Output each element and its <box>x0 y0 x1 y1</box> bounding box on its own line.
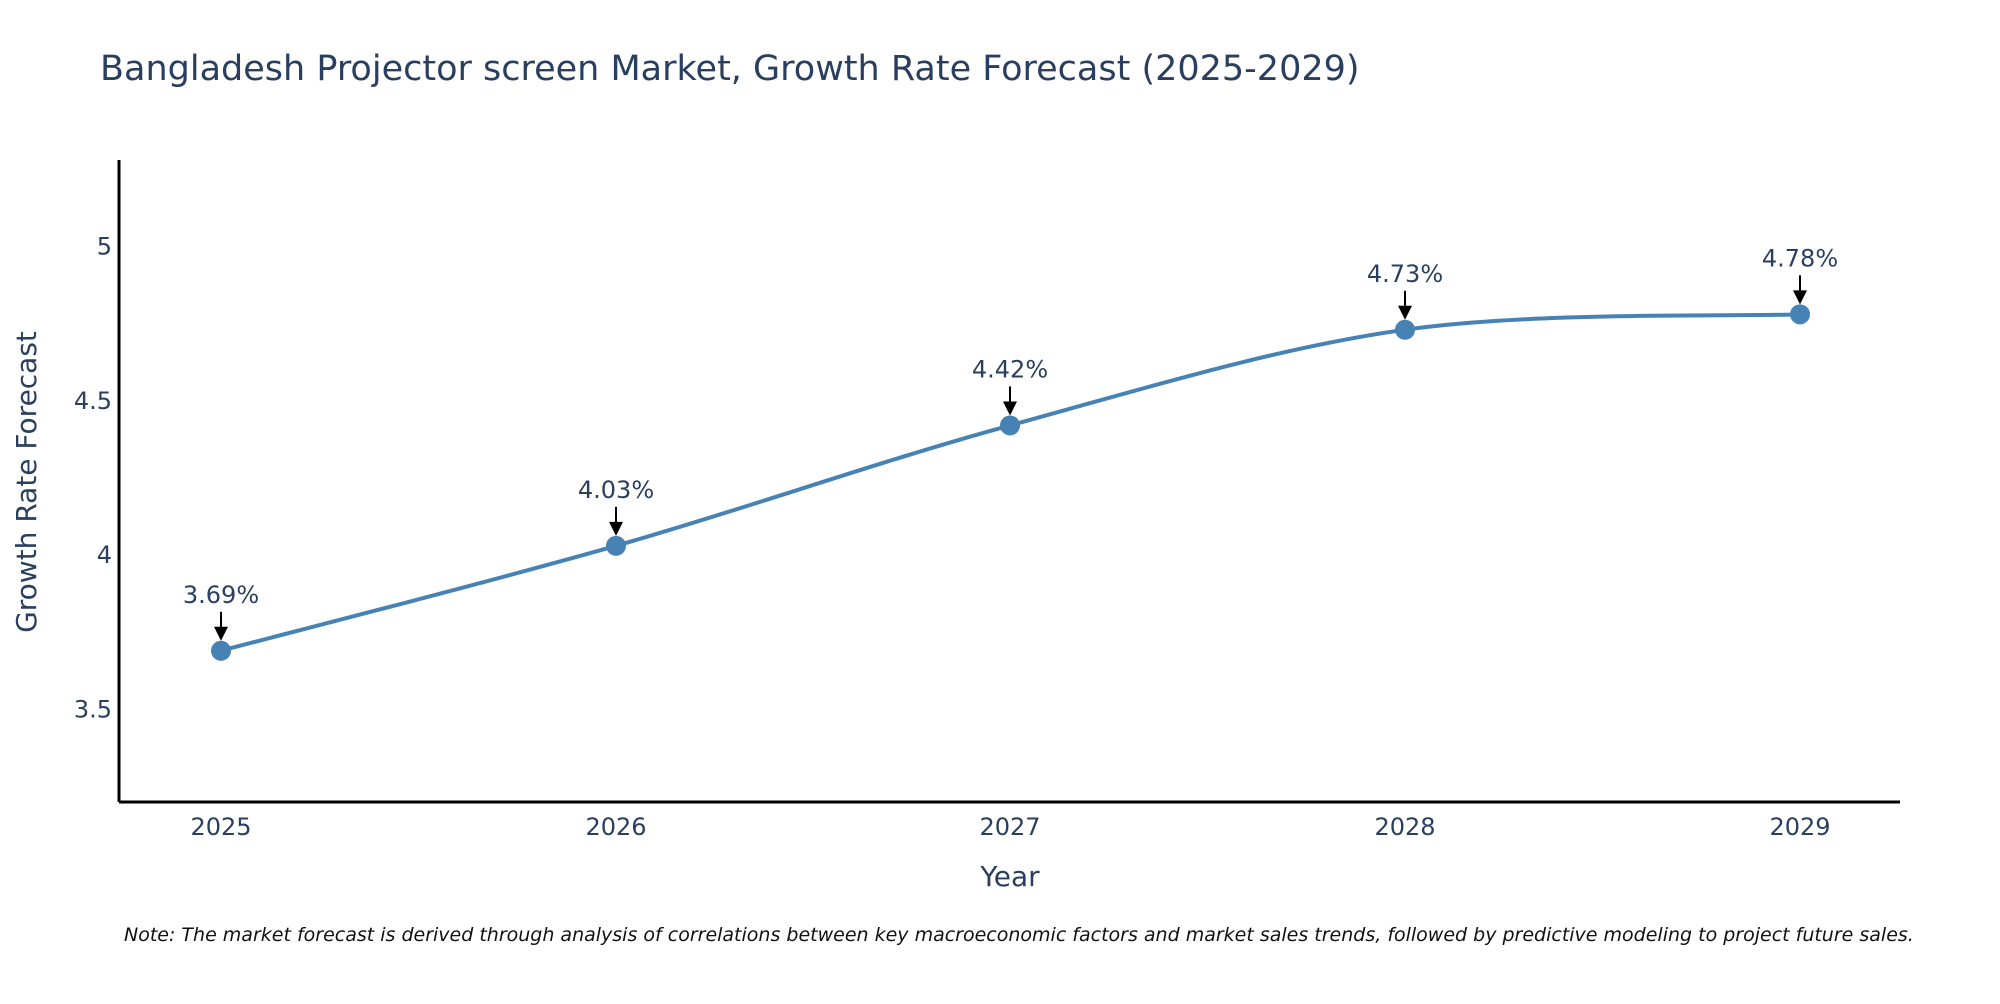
y-tick-label: 4 <box>97 541 112 569</box>
annotation-2026: 4.03% <box>578 476 654 536</box>
data-label-2025: 3.69% <box>183 581 259 609</box>
annotation-arrow-head <box>1793 290 1807 305</box>
x-tick-label: 2027 <box>979 813 1040 841</box>
y-tick-label: 3.5 <box>74 695 112 723</box>
annotation-arrow-head <box>1003 401 1017 416</box>
y-axis-title: Growth Rate Forecast <box>10 331 43 633</box>
annotation-2028: 4.73% <box>1367 260 1443 320</box>
x-tick-label: 2029 <box>1769 813 1830 841</box>
data-point-2026 <box>606 535 626 556</box>
x-tick-labels: 2025 2026 2027 2028 2029 <box>190 813 1830 841</box>
x-tick-label: 2026 <box>585 813 646 841</box>
annotation-2029: 4.78% <box>1762 244 1838 305</box>
x-tick-label: 2025 <box>190 813 251 841</box>
annotation-arrow-head <box>214 626 228 641</box>
x-tick-label: 2028 <box>1374 813 1435 841</box>
annotation-arrow-head <box>609 521 623 536</box>
data-point-2028 <box>1395 319 1415 340</box>
annotation-2025: 3.69% <box>183 581 259 641</box>
chart-title: Bangladesh Projector screen Market, Grow… <box>100 49 1360 89</box>
data-label-2027: 4.42% <box>972 355 1048 383</box>
annotation-2027: 4.42% <box>972 355 1048 416</box>
data-point-2029 <box>1790 304 1810 325</box>
data-label-2028: 4.73% <box>1367 260 1443 288</box>
data-point-2027 <box>1000 415 1020 436</box>
data-label-2026: 4.03% <box>578 476 654 504</box>
y-tick-label: 5 <box>97 232 112 260</box>
data-annotations: 3.69% 4.03% 4.42% 4.73% 4.78% <box>183 244 1838 641</box>
footnote: Note: The market forecast is derived thr… <box>124 924 1914 946</box>
y-tick-label: 4.5 <box>74 387 112 415</box>
data-point-2025 <box>211 640 231 661</box>
data-points <box>211 304 1810 661</box>
annotation-arrow-head <box>1398 305 1412 320</box>
data-label-2029: 4.78% <box>1762 244 1838 272</box>
y-tick-labels: 3.5 4 4.5 5 <box>74 232 112 723</box>
x-axis-title: Year <box>979 860 1040 893</box>
